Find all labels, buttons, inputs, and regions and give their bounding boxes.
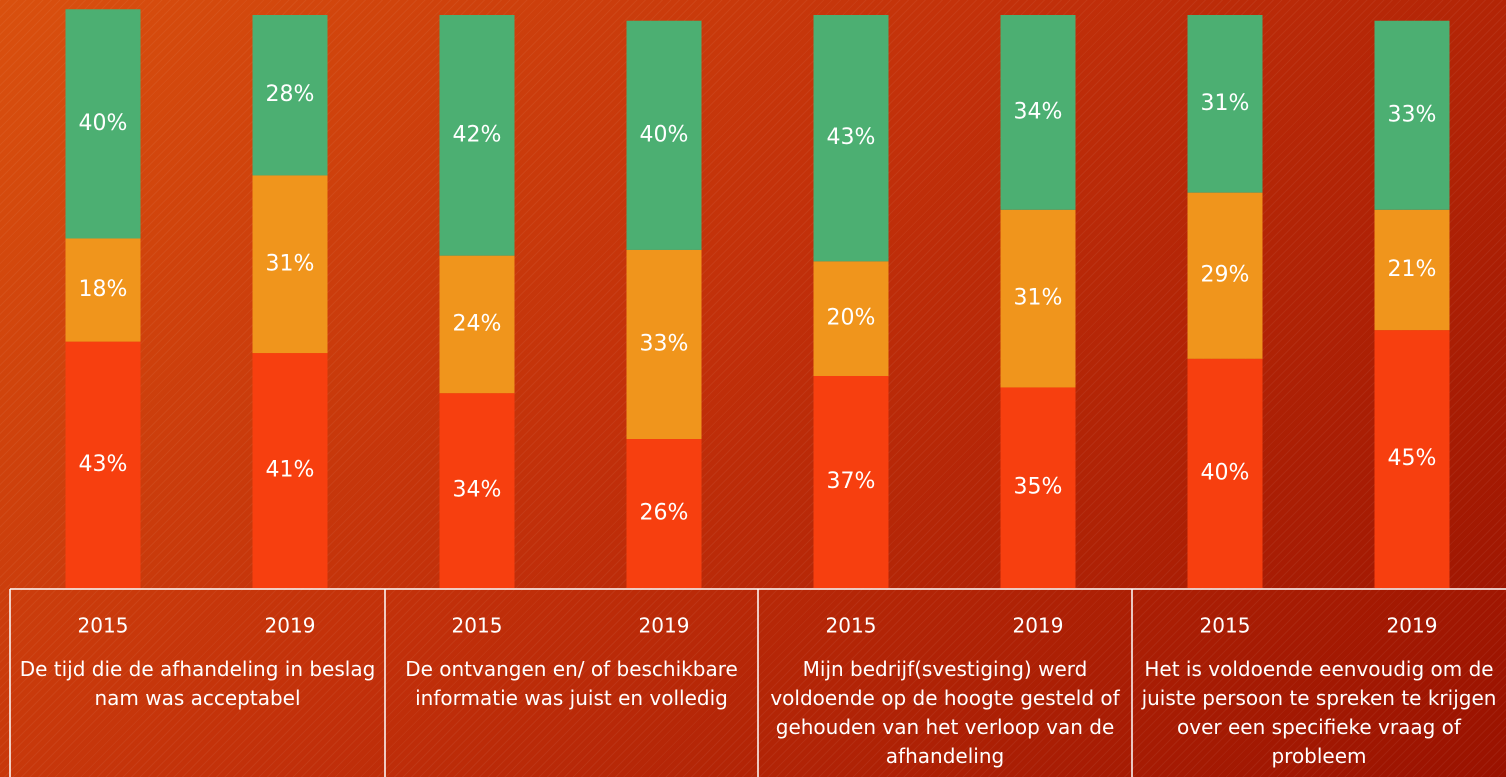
x-tick-label: 2015	[78, 614, 129, 638]
x-tick-label: 2015	[826, 614, 877, 638]
bar-segment	[626, 20, 702, 250]
bar-segment	[439, 393, 515, 588]
value-label: 37%	[827, 469, 876, 494]
bar-segment	[813, 15, 889, 262]
group-label: De ontvangen en/ of beschikbare informat…	[405, 657, 738, 710]
value-label: 29%	[1201, 263, 1250, 288]
value-label: 33%	[640, 331, 689, 356]
bar-segment	[626, 439, 702, 588]
value-label: 33%	[1388, 102, 1437, 127]
bar-segment	[626, 249, 702, 440]
value-label: 21%	[1388, 257, 1437, 282]
bar-segment	[252, 175, 328, 354]
bar-segment	[813, 375, 889, 588]
value-label: 31%	[266, 251, 315, 276]
bar-segment	[813, 261, 889, 376]
value-label: 41%	[266, 458, 315, 483]
bar-segment	[439, 15, 515, 256]
value-label: 24%	[453, 311, 502, 336]
value-label: 28%	[266, 82, 315, 107]
value-label: 40%	[79, 111, 128, 136]
value-label: 43%	[827, 125, 876, 150]
value-label: 20%	[827, 306, 876, 331]
bar-segment	[1374, 209, 1450, 331]
x-tick-label: 2019	[1387, 614, 1438, 638]
bar-segment	[1187, 358, 1263, 588]
value-label: 45%	[1388, 446, 1437, 471]
bar-segment	[252, 15, 328, 176]
bar-segment	[439, 255, 515, 394]
bar-segment	[65, 238, 141, 342]
bar-segment	[1000, 387, 1076, 588]
bar-segment	[65, 341, 141, 588]
value-label: 18%	[79, 277, 128, 302]
value-label: 34%	[1014, 99, 1063, 124]
x-tick-label: 2015	[452, 614, 503, 638]
x-tick-label: 2019	[1013, 614, 1064, 638]
bar-segment	[1187, 15, 1263, 193]
bar-segment	[1000, 15, 1076, 210]
x-tick-label: 2019	[639, 614, 690, 638]
value-label: 31%	[1201, 91, 1250, 116]
value-label: 26%	[640, 501, 689, 526]
bar-segment	[1000, 209, 1076, 388]
value-label: 43%	[79, 452, 128, 477]
bar-segment	[1374, 20, 1450, 210]
x-tick-label: 2015	[1200, 614, 1251, 638]
group-label: De tijd die de afhandeling in beslag nam…	[19, 657, 376, 710]
value-label: 34%	[453, 478, 502, 503]
value-label: 40%	[1201, 460, 1250, 485]
bar-segment	[252, 353, 328, 588]
group-label: Mijn bedrijf(svestiging) werd voldoende …	[770, 657, 1120, 768]
bar-segment	[1374, 330, 1450, 588]
bar-segment	[1187, 192, 1263, 359]
value-label: 40%	[640, 122, 689, 147]
group-label: Het is voldoende eenvoudig om de juiste …	[1141, 657, 1497, 768]
bar-segment	[65, 9, 141, 239]
value-label: 42%	[453, 122, 502, 147]
value-label: 35%	[1014, 475, 1063, 500]
value-label: 31%	[1014, 286, 1063, 311]
x-tick-label: 2019	[265, 614, 316, 638]
